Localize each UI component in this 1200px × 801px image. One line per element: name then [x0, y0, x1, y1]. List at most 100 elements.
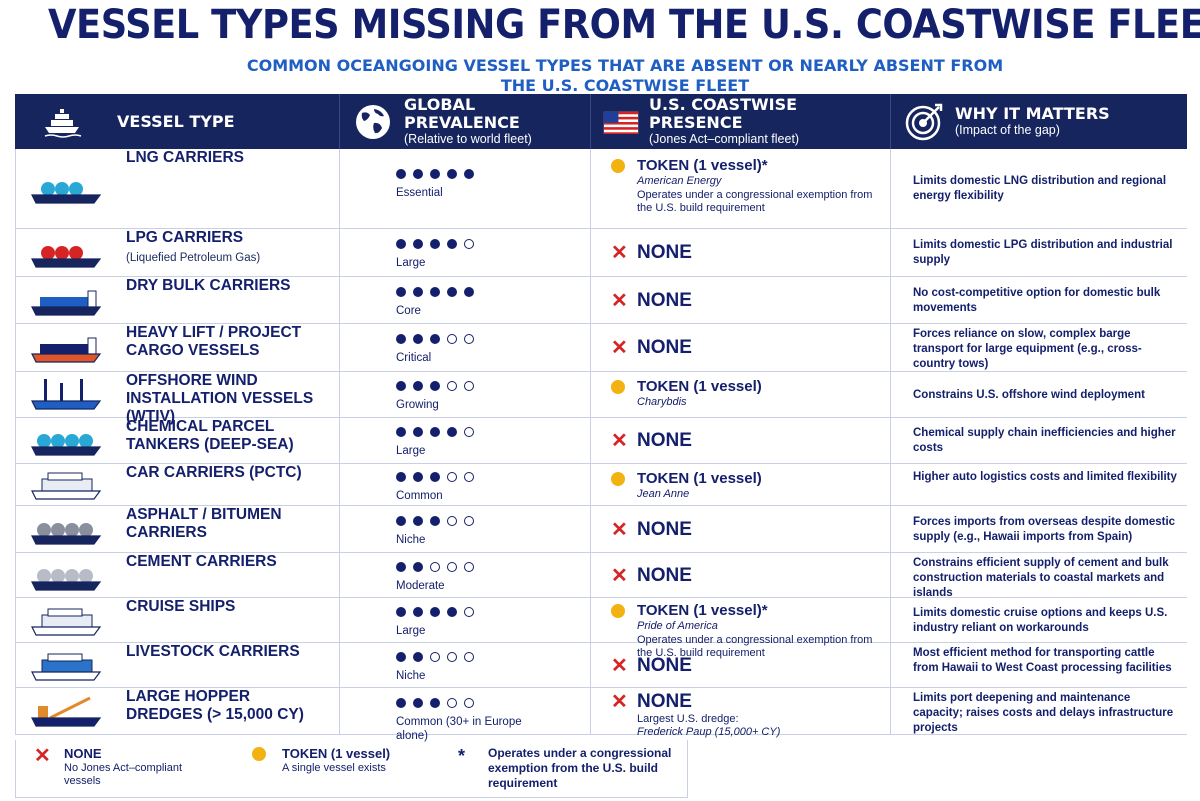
- vessel-name-text: ASPHALT / BITUMEN CARRIERS: [126, 506, 282, 541]
- vessel-name: CAR CARRIERS (PCTC): [126, 464, 326, 482]
- filled-dot-icon: [447, 286, 457, 297]
- why-it-matters-cell: Forces reliance on slow, complex barge t…: [891, 324, 1187, 371]
- why-it-matters-cell: Limits domestic LPG distribution and ind…: [891, 229, 1187, 276]
- filled-dot-icon: [430, 334, 440, 344]
- filled-dot-icon: [413, 561, 423, 572]
- vessel-name-text: CRUISE SHIPS: [126, 598, 236, 615]
- prevalence-label: Core: [396, 304, 421, 317]
- vessel-name: LIVESTOCK CARRIERS: [126, 643, 326, 661]
- prevalence-cell: Critical: [340, 324, 591, 371]
- presence-status: NONE: [637, 564, 692, 586]
- impact-text: Constrains U.S. offshore wind deployment: [913, 388, 1145, 401]
- why-it-matters-cell: Limits port deepening and maintenance ca…: [891, 688, 1187, 734]
- impact-text: Forces reliance on slow, complex barge t…: [913, 328, 1142, 370]
- filled-dot-icon: [430, 286, 440, 297]
- legend-token-desc: A single vessel exists: [282, 762, 386, 774]
- filled-dot-icon: [430, 515, 440, 526]
- header-col3-sub: (Jones Act–compliant fleet): [649, 132, 800, 146]
- impact-text: Limits port deepening and maintenance ca…: [913, 692, 1174, 734]
- presence-cell: TOKEN (1 vessel) Charybdis: [591, 372, 891, 417]
- prevalence-rating: [396, 472, 474, 482]
- header-col2-sub: (Relative to world fleet): [404, 132, 532, 146]
- filled-dot-icon: [396, 381, 406, 391]
- vessel-name-text: CAR CARRIERS (PCTC): [126, 464, 302, 481]
- header-why-it-matters: WHY IT MATTERS (Impact of the gap): [891, 94, 1187, 149]
- prevalence-rating: [396, 427, 474, 437]
- empty-dot-icon: [464, 606, 474, 617]
- presence-note: Largest U.S. dredge:: [637, 713, 739, 725]
- presence-status: TOKEN (1 vessel): [637, 470, 762, 487]
- empty-dot-icon: [464, 651, 474, 662]
- filled-dot-icon: [447, 427, 457, 437]
- header-col1-title: VESSEL TYPE: [117, 111, 235, 131]
- x-mark-icon: ✕: [611, 242, 628, 264]
- prevalence-cell: Essential: [340, 149, 591, 228]
- filled-dot-icon: [430, 239, 440, 249]
- lpg-carrier-icon: [30, 235, 102, 271]
- vessel-type-cell: LNG CARRIERS: [15, 149, 340, 228]
- filled-dot-icon: [396, 651, 406, 662]
- vessel-name: HEAVY LIFT / PROJECT CARGO VESSELS: [126, 324, 326, 360]
- vessel-name: LARGE HOPPER DREDGES (> 15,000 CY): [126, 688, 326, 724]
- vessel-type-cell: OFFSHORE WIND INSTALLATION VESSELS (WTIV…: [15, 372, 340, 425]
- presence-cell: ✕ NONE: [591, 229, 891, 276]
- vessel-type-cell: HEAVY LIFT / PROJECT CARGO VESSELS: [15, 324, 340, 371]
- legend-none-title: NONE: [64, 746, 102, 761]
- empty-dot-icon: [447, 561, 457, 572]
- table-header: VESSEL TYPE GLOBAL PREVALENCE (Relative …: [15, 94, 1187, 149]
- page-subtitle: COMMON OCEANGOING VESSEL TYPES THAT ARE …: [246, 56, 1004, 95]
- presence-note: Operates under a congressional exemption…: [637, 634, 873, 659]
- empty-dot-icon: [464, 697, 474, 708]
- prevalence-rating: [396, 697, 474, 708]
- vessel-name-italic: American Energy: [637, 175, 722, 187]
- prevalence-rating: [396, 651, 474, 662]
- x-mark-icon: ✕: [611, 518, 628, 541]
- cruise-ship-icon: [30, 603, 102, 639]
- empty-dot-icon: [464, 381, 474, 391]
- prevalence-cell: Growing: [340, 372, 591, 417]
- presence-status: TOKEN (1 vessel)*: [637, 602, 768, 619]
- why-it-matters-cell: Limits domestic LNG distribution and reg…: [891, 149, 1187, 228]
- header-global-prevalence: GLOBAL PREVALENCE (Relative to world fle…: [340, 94, 591, 149]
- impact-text: Chemical supply chain inefficiencies and…: [913, 427, 1176, 454]
- empty-dot-icon: [430, 561, 440, 572]
- presence-cell: ✕ NONE: [591, 506, 891, 552]
- vessel-name-text: LPG CARRIERS: [126, 229, 244, 246]
- prevalence-cell: Moderate: [340, 553, 591, 597]
- filled-dot-icon: [396, 239, 406, 249]
- car-carrier-icon: [30, 467, 102, 503]
- vessel-type-cell: LIVESTOCK CARRIERS: [15, 643, 340, 687]
- filled-dot-icon: [447, 606, 457, 617]
- filled-dot-icon: [396, 472, 406, 482]
- presence-status: NONE: [637, 337, 692, 358]
- filled-dot-icon: [413, 334, 423, 344]
- prevalence-rating: [396, 381, 474, 391]
- vessel-type-cell: LARGE HOPPER DREDGES (> 15,000 CY): [15, 688, 340, 734]
- heavy-lift-icon: [30, 330, 102, 366]
- presence-status: NONE: [637, 654, 692, 676]
- x-mark-icon: ✕: [611, 289, 628, 312]
- chemical-tanker-icon: [30, 423, 102, 459]
- why-it-matters-cell: Constrains efficient supply of cement an…: [891, 553, 1187, 599]
- filled-dot-icon: [396, 286, 406, 297]
- prevalence-cell: Large: [340, 598, 591, 642]
- legend-asterisk-desc: Operates under a congressional exemption…: [488, 746, 672, 790]
- table-row: LNG CARRIERS Essential TOKEN (1 vessel)* Am…: [15, 149, 1187, 229]
- table-body: LNG CARRIERS Essential TOKEN (1 vessel)* Am…: [15, 149, 1187, 742]
- empty-dot-icon: [464, 515, 474, 526]
- x-mark-icon: ✕: [611, 654, 628, 677]
- vessel-name: DRY BULK CARRIERS: [126, 277, 326, 295]
- why-it-matters-cell: Limits domestic cruise options and keeps…: [891, 598, 1187, 642]
- vessel-name-text: CEMENT CARRIERS: [126, 553, 277, 570]
- x-mark-icon: ✕: [611, 430, 628, 452]
- x-mark-icon: ✕: [34, 745, 51, 767]
- header-col2-title: GLOBAL PREVALENCE: [404, 95, 520, 132]
- cement-carrier-icon: [30, 558, 102, 594]
- impact-text: Constrains efficient supply of cement an…: [913, 557, 1169, 599]
- legend-token-title: TOKEN (1 vessel): [282, 746, 391, 761]
- legend: ✕ NONE No Jones Act–compliant vessels TO…: [15, 740, 688, 798]
- header-vessel-type: VESSEL TYPE: [15, 94, 340, 149]
- why-it-matters-cell: Higher auto logistics costs and limited …: [891, 464, 1187, 505]
- presence-cell: ✕ NONE: [591, 277, 891, 323]
- filled-dot-icon: [396, 697, 406, 708]
